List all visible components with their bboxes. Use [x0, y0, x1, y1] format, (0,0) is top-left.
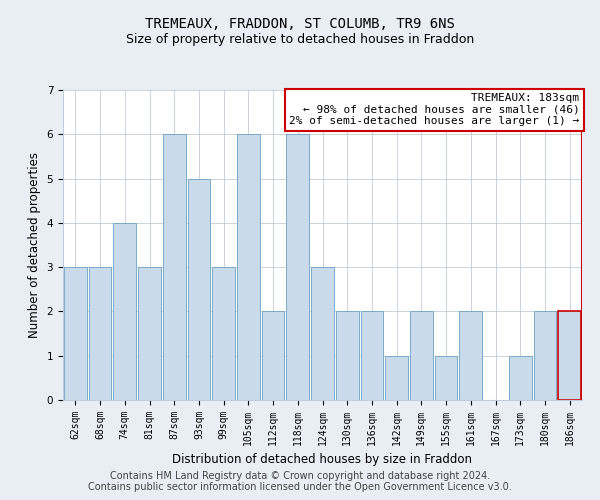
Bar [212, 267, 235, 400]
Bar [410, 312, 433, 400]
Y-axis label: Number of detached properties: Number of detached properties [28, 152, 41, 338]
Bar [64, 267, 87, 400]
Bar [113, 223, 136, 400]
Bar [336, 312, 359, 400]
Bar [237, 134, 260, 400]
Text: TREMEAUX: 183sqm
← 98% of detached houses are smaller (46)
2% of semi-detached h: TREMEAUX: 183sqm ← 98% of detached house… [289, 93, 580, 126]
Bar [262, 312, 284, 400]
Text: TREMEAUX, FRADDON, ST COLUMB, TR9 6NS: TREMEAUX, FRADDON, ST COLUMB, TR9 6NS [145, 18, 455, 32]
Bar [460, 312, 482, 400]
Text: Size of property relative to detached houses in Fraddon: Size of property relative to detached ho… [126, 32, 474, 46]
X-axis label: Distribution of detached houses by size in Fraddon: Distribution of detached houses by size … [173, 454, 473, 466]
Bar [435, 356, 457, 400]
Bar [138, 267, 161, 400]
Bar [163, 134, 185, 400]
Bar [188, 178, 210, 400]
Bar [558, 312, 581, 400]
Bar [89, 267, 112, 400]
Bar [533, 312, 556, 400]
Bar [361, 312, 383, 400]
Bar [286, 134, 309, 400]
Text: Contains HM Land Registry data © Crown copyright and database right 2024.
Contai: Contains HM Land Registry data © Crown c… [88, 471, 512, 492]
Bar [509, 356, 532, 400]
Bar [385, 356, 408, 400]
Bar [311, 267, 334, 400]
